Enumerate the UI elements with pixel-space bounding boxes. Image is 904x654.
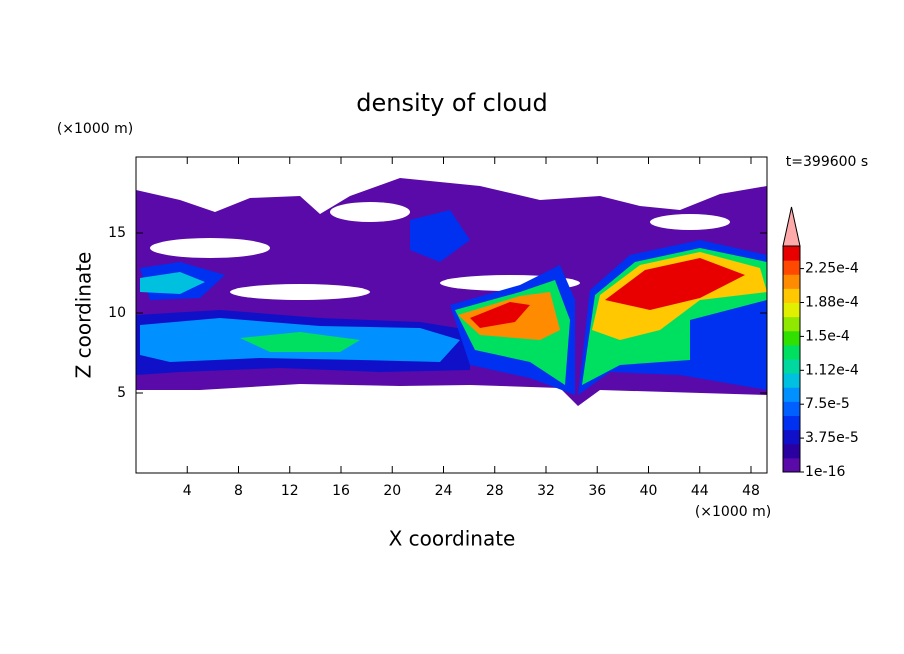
gap bbox=[650, 214, 730, 230]
x-unit: (×1000 m) bbox=[695, 504, 771, 520]
x-tick-label: 36 bbox=[588, 483, 606, 499]
x-tick-label: 44 bbox=[691, 483, 709, 499]
x-tick-label: 16 bbox=[332, 483, 350, 499]
colorbar-frame bbox=[782, 245, 801, 473]
y-tick-label: 10 bbox=[108, 305, 126, 321]
y-tick-label: 5 bbox=[117, 385, 126, 401]
contour-region bbox=[240, 332, 360, 352]
x-tick-label: 32 bbox=[537, 483, 555, 499]
colorbar-band bbox=[783, 443, 800, 459]
contour-field bbox=[136, 178, 767, 406]
y-axis-label: Z coordinate bbox=[72, 252, 96, 379]
x-axis-label: X coordinate bbox=[389, 527, 516, 551]
plot-frame bbox=[135, 156, 768, 474]
colorbar-band bbox=[783, 373, 800, 388]
time-label: t=399600 s bbox=[786, 154, 868, 170]
colorbar-tick-label: 1e-16 bbox=[805, 464, 845, 480]
colorbar-band bbox=[783, 415, 800, 431]
contour-region bbox=[470, 302, 530, 328]
y-unit: (×1000 m) bbox=[57, 121, 133, 137]
contour-region bbox=[140, 272, 205, 294]
gap bbox=[150, 238, 270, 258]
colorbar-band bbox=[783, 274, 800, 289]
colorbar-band bbox=[783, 246, 800, 261]
x-tick-label: 40 bbox=[640, 483, 658, 499]
colorbar-tick-label: 7.5e-5 bbox=[805, 396, 850, 412]
x-tick-label: 24 bbox=[435, 483, 453, 499]
colorbar-band bbox=[783, 330, 800, 346]
colorbar-band bbox=[783, 359, 800, 374]
colorbar-over bbox=[782, 206, 801, 247]
colorbar-tick-label: 1.88e-4 bbox=[805, 295, 859, 311]
gap bbox=[230, 284, 370, 300]
contour-region bbox=[605, 258, 745, 310]
colorbar-tick-label: 1.5e-4 bbox=[805, 328, 850, 344]
colorbar-band bbox=[783, 387, 800, 402]
colorbar-band bbox=[783, 344, 800, 360]
x-tick-label: 20 bbox=[383, 483, 401, 499]
x-tick-label: 8 bbox=[234, 483, 243, 499]
chart-title: density of cloud bbox=[356, 89, 547, 117]
x-tick-label: 48 bbox=[742, 483, 760, 499]
gap bbox=[330, 202, 410, 222]
colorbar-band bbox=[783, 260, 800, 275]
colorbar-band bbox=[783, 429, 800, 445]
colorbar-tick-label: 2.25e-4 bbox=[805, 261, 859, 277]
colorbar-band bbox=[783, 316, 800, 332]
y-tick-label: 15 bbox=[108, 225, 126, 241]
x-tick-label: 28 bbox=[486, 483, 504, 499]
colorbar-band bbox=[783, 288, 800, 303]
colorbar-band bbox=[783, 302, 800, 318]
colorbar-band bbox=[783, 401, 800, 416]
colorbar-band bbox=[783, 457, 800, 473]
colorbar-tick-label: 1.12e-4 bbox=[805, 362, 859, 378]
colorbar-tick-label: 3.75e-5 bbox=[805, 430, 859, 446]
x-tick-label: 12 bbox=[281, 483, 299, 499]
x-tick-label: 4 bbox=[183, 483, 192, 499]
contour-region bbox=[410, 210, 470, 262]
